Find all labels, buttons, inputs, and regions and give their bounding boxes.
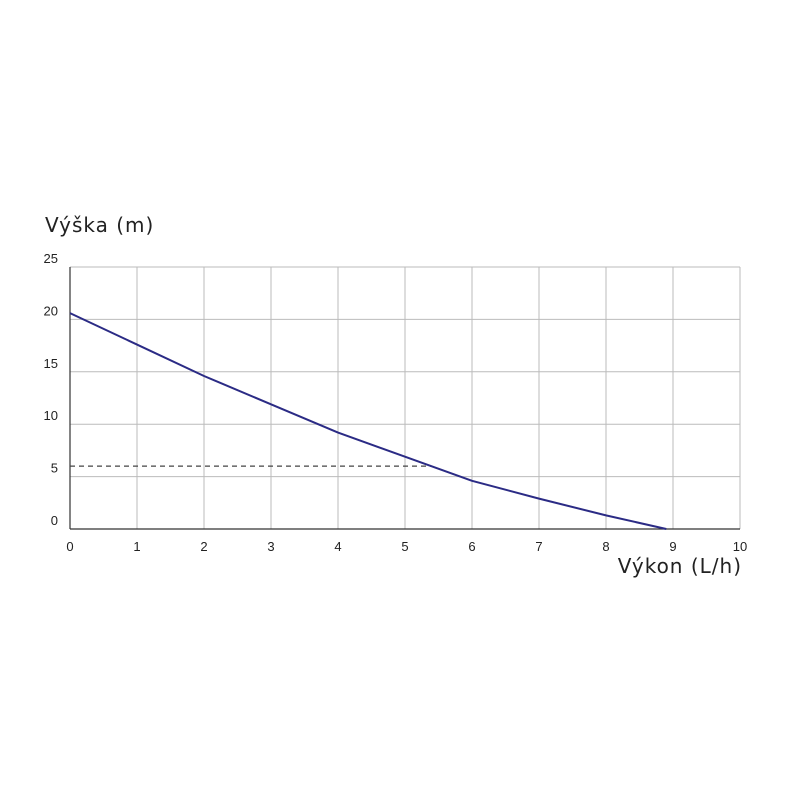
x-tick-label: 8 (602, 539, 609, 554)
x-tick-label: 0 (66, 539, 73, 554)
x-tick-label: 6 (468, 539, 475, 554)
y-tick-label: 0 (51, 513, 58, 528)
x-tick-label: 7 (535, 539, 542, 554)
data-line (69, 312, 667, 530)
x-tick-label: 10 (733, 539, 747, 554)
y-tick-label: 10 (44, 408, 58, 423)
y-tick-label: 5 (51, 461, 58, 476)
x-axis-title: Výkon (L/h) (618, 554, 742, 578)
x-tick-label: 2 (200, 539, 207, 554)
x-tick-label: 1 (133, 539, 140, 554)
y-tick-label: 20 (44, 303, 58, 318)
y-tick-label: 15 (44, 356, 58, 371)
x-tick-label: 4 (334, 539, 341, 554)
x-tick-label: 3 (267, 539, 274, 554)
y-axis-title: Výška (m) (45, 213, 154, 237)
y-tick-label: 25 (44, 251, 58, 266)
x-tick-label: 9 (669, 539, 676, 554)
x-tick-label: 5 (401, 539, 408, 554)
